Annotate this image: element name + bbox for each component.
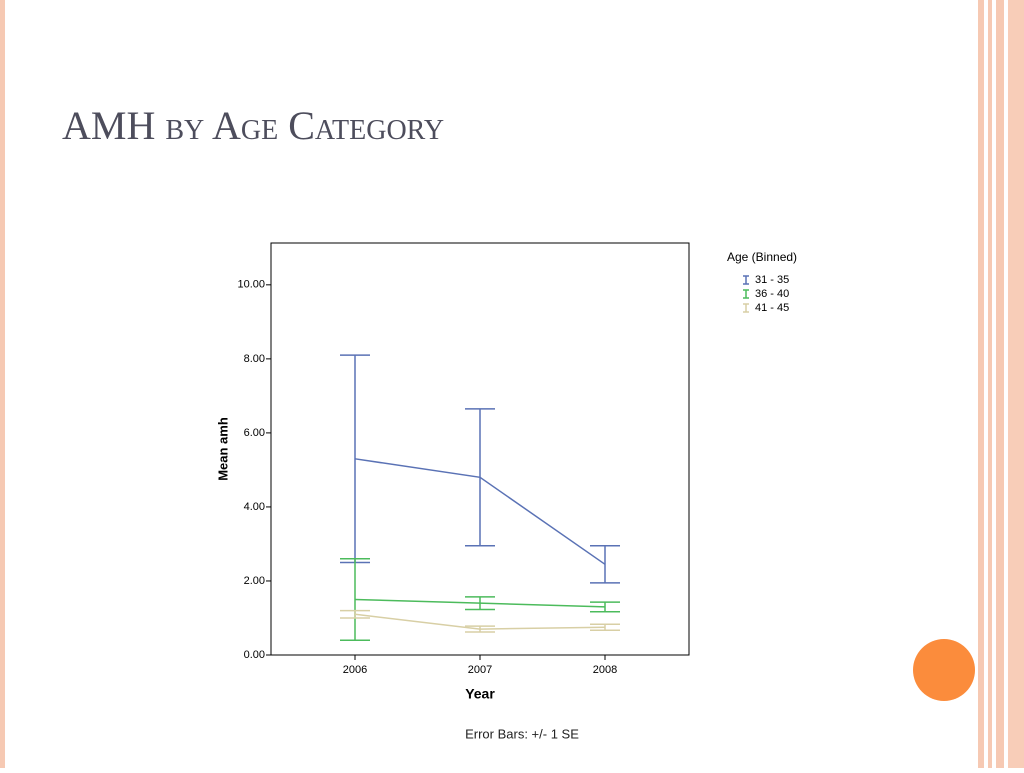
y-tick-label: 10.00 [237,279,265,291]
legend-label: 36 - 40 [755,288,789,300]
legend-title: Age (Binned) [727,250,797,264]
stripe [996,0,1004,768]
legend-label: 31 - 35 [755,274,789,286]
series-line [354,598,606,608]
series-line [354,458,606,565]
y-tick-label: 6.00 [244,427,265,439]
x-tick-label: 2008 [593,664,617,676]
error-bar [590,601,620,613]
series-line [354,613,606,630]
x-tick-label: 2006 [343,664,367,676]
legend-icon [743,303,749,313]
legend-icon [743,275,749,285]
y-tick-label: 4.00 [244,501,265,513]
legend-icon [743,289,749,299]
y-tick-label: 8.00 [244,353,265,365]
x-axis-label: Year [465,686,495,702]
left-border [0,0,5,768]
stripe [988,0,992,768]
legend-label: 41 - 45 [755,302,789,314]
y-tick-label: 2.00 [244,575,265,587]
stripe [1008,0,1024,768]
footnote: Error Bars: +/- 1 SE [465,726,579,741]
x-tick-label: 2007 [468,664,492,676]
error-bar [590,545,620,584]
decor-circle [913,639,975,701]
y-axis-label: Mean amh [215,417,230,481]
slide-title: AMH by Age Category [62,103,444,148]
stripe [978,0,984,768]
y-tick-label: 0.00 [244,649,265,661]
